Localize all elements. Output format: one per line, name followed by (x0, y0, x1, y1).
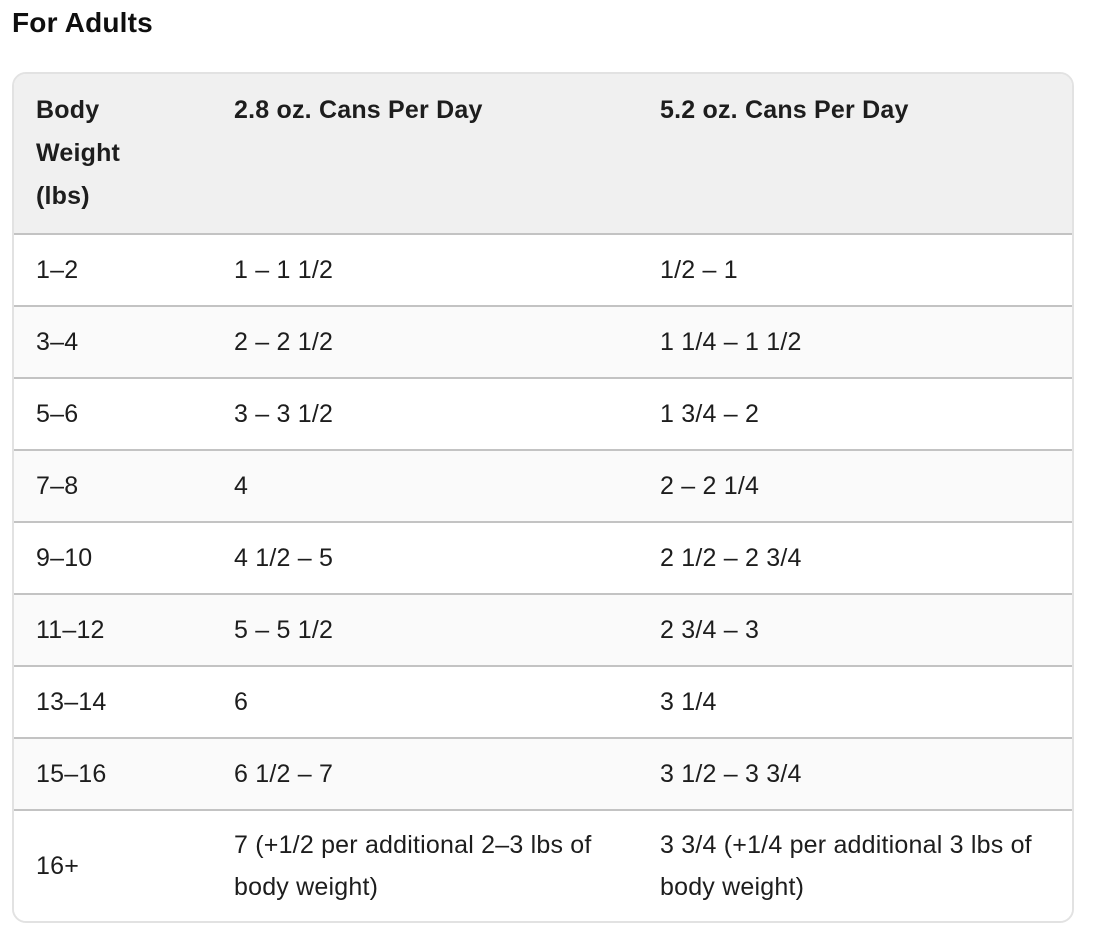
cell-body-weight: 15–16 (36, 760, 107, 788)
cell-2-8oz-cans: 6 1/2 – 7 (234, 760, 334, 788)
cell-body-weight: 3–4 (36, 328, 79, 356)
cell-5-2oz-cans: 3 1/2 – 3 3/4 (660, 760, 802, 788)
cell-2-8oz-cans: 1 – 1 1/2 (234, 256, 334, 284)
cell-5-2oz-cans: 1/2 – 1 (660, 256, 738, 284)
cell-5-2oz-cans: 2 3/4 – 3 (660, 616, 760, 644)
cell-2-8oz-cans: 2 – 2 1/2 (234, 328, 334, 356)
cell-body-weight: 1–2 (36, 256, 79, 284)
table-row: 11–12 5 – 5 1/2 2 3/4 – 3 (14, 593, 1072, 665)
cell-5-2oz-cans: 1 3/4 – 2 (660, 400, 760, 428)
table-row: 9–10 4 1/2 – 5 2 1/2 – 2 3/4 (14, 521, 1072, 593)
cell-2-8oz-cans: 4 (234, 472, 249, 500)
column-header-body-weight: Body Weight (lbs) (36, 96, 121, 210)
cell-5-2oz-cans: 3 1/4 (660, 688, 717, 716)
table-row: 16+ 7 (+1/2 per additional 2–3 lbs of bo… (14, 809, 1072, 921)
cell-body-weight: 7–8 (36, 472, 79, 500)
section-title: For Adults (12, 7, 153, 38)
table-row: 1–2 1 – 1 1/2 1/2 – 1 (14, 233, 1072, 305)
cell-5-2oz-cans: 2 – 2 1/4 (660, 472, 760, 500)
table-row: 5–6 3 – 3 1/2 1 3/4 – 2 (14, 377, 1072, 449)
cell-2-8oz-cans: 3 – 3 1/2 (234, 400, 334, 428)
cell-2-8oz-cans: 7 (+1/2 per additional 2–3 lbs of body w… (234, 831, 592, 901)
cell-body-weight: 13–14 (36, 688, 107, 716)
cell-5-2oz-cans: 1 1/4 – 1 1/2 (660, 328, 802, 356)
cell-body-weight: 11–12 (36, 616, 105, 644)
cell-body-weight: 5–6 (36, 400, 79, 428)
cell-body-weight: 9–10 (36, 544, 93, 572)
column-header-5-2oz-cans: 5.2 oz. Cans Per Day (660, 96, 909, 124)
table-row: 15–16 6 1/2 – 7 3 1/2 – 3 3/4 (14, 737, 1072, 809)
column-header-2-8oz-cans: 2.8 oz. Cans Per Day (234, 96, 483, 124)
cell-5-2oz-cans: 2 1/2 – 2 3/4 (660, 544, 802, 572)
table-header-row: Body Weight (lbs) 2.8 oz. Cans Per Day 5… (14, 74, 1072, 233)
table-row: 7–8 4 2 – 2 1/4 (14, 449, 1072, 521)
cell-2-8oz-cans: 5 – 5 1/2 (234, 616, 334, 644)
cell-5-2oz-cans: 3 3/4 (+1/4 per additional 3 lbs of body… (660, 831, 1032, 901)
cell-2-8oz-cans: 4 1/2 – 5 (234, 544, 334, 572)
cell-2-8oz-cans: 6 (234, 688, 249, 716)
feeding-guide-table: Body Weight (lbs) 2.8 oz. Cans Per Day 5… (12, 72, 1074, 923)
table-row: 13–14 6 3 1/4 (14, 665, 1072, 737)
cell-body-weight: 16+ (36, 852, 80, 880)
table-row: 3–4 2 – 2 1/2 1 1/4 – 1 1/2 (14, 305, 1072, 377)
